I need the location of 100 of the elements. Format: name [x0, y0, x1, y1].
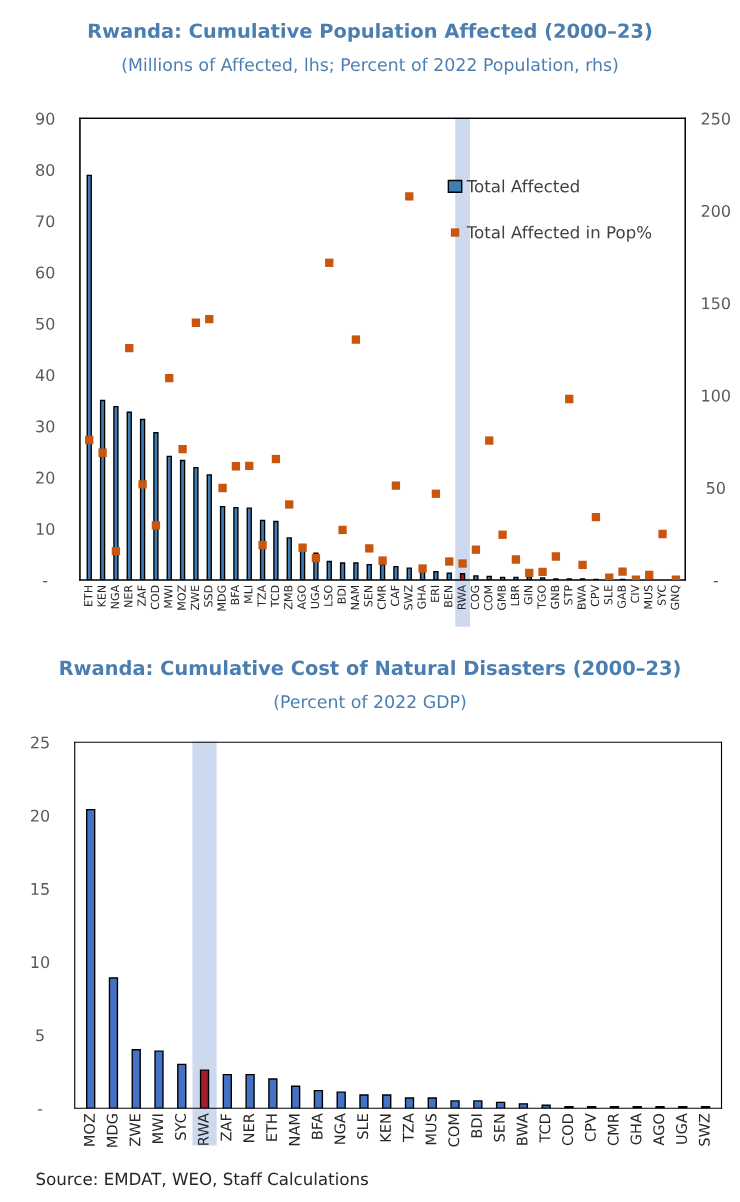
y-tick-label: -: [43, 581, 48, 583]
x-tick-label: MUS: [644, 585, 653, 609]
x-tick-label: MDG: [217, 585, 226, 611]
chart-title: Rwanda: Cumulative Cost of Natural Disasters (2000–23): [60, 660, 680, 678]
x-tick-label: NAM: [289, 1114, 300, 1146]
x-tick-label: MWI: [152, 1114, 164, 1143]
legend-label: Total Affected: [466, 179, 579, 193]
y-tick-label: 80: [36, 163, 55, 176]
x-tick-label: LBR: [510, 585, 519, 606]
x-tick-label: MLI: [244, 585, 253, 603]
x-tick-label: BWA: [577, 584, 586, 609]
x-tick-label: TZA: [402, 1113, 414, 1143]
x-tick-label: UGA: [310, 584, 320, 609]
x-tick-label: CPV: [590, 584, 600, 607]
chart-subtitle: (Percent of 2022 GDP): [274, 694, 466, 711]
x-tick-label: TGO: [537, 585, 546, 609]
x-tick-label: SEN: [493, 1114, 505, 1142]
x-tick-label: SWZ: [698, 1113, 710, 1146]
x-tick-label: SLE: [604, 585, 613, 605]
x-tick-label: GIN: [524, 585, 533, 605]
x-tick-label: MWI: [164, 585, 173, 608]
x-tick-label: COM: [484, 585, 493, 611]
y2-tick-label: 150: [702, 297, 730, 310]
y-tick-label: 5: [36, 1029, 44, 1042]
y-tick-label: -: [37, 1109, 43, 1111]
x-tick-label: ZAF: [137, 585, 146, 606]
y2-tick-label: 200: [701, 204, 730, 218]
x-tick-label: TCD: [270, 585, 280, 608]
x-tick-label: ZWE: [129, 1114, 141, 1147]
x-tick-label: SWZ: [404, 585, 413, 610]
x-tick-label: BFA: [230, 584, 239, 605]
x-tick-label: AGO: [653, 1113, 665, 1146]
x-tick-label: CAF: [390, 585, 400, 606]
y-tick-label: 15: [31, 883, 49, 895]
x-tick-label: ETH: [266, 1114, 277, 1141]
x-tick-label: MDG: [106, 1114, 118, 1147]
y-tick-label: 25: [31, 736, 49, 749]
x-tick-label: BFA: [311, 1113, 323, 1139]
x-tick-label: CMR: [607, 1113, 619, 1146]
x-tick-label: ZWE: [190, 585, 199, 610]
x-tick-label: BDI: [337, 585, 346, 604]
x-tick-label: GNQ: [670, 585, 681, 610]
x-tick-label: BDI: [471, 1114, 482, 1138]
y-tick-label: 10: [36, 522, 55, 535]
x-tick-label: SEN: [364, 585, 373, 607]
x-tick-label: NGA: [334, 1113, 346, 1144]
x-tick-label: TCD: [539, 1113, 551, 1143]
x-tick-label: NER: [243, 1113, 255, 1142]
x-tick-label: ZMB: [284, 585, 293, 610]
x-tick-label: SYC: [174, 1113, 187, 1140]
y-tick-label: 50: [36, 317, 55, 330]
x-tick-label: KEN: [380, 1114, 391, 1142]
x-tick-label: CIV: [630, 584, 640, 603]
x-tick-label: UGA: [675, 1113, 688, 1144]
y2-tick-label: -: [713, 581, 718, 583]
x-tick-label: ETH: [84, 585, 93, 606]
chart-subtitle: (Millions of Affected, lhs; Percent of 2022 Population, rhs): [122, 57, 618, 75]
x-tick-label: COM: [448, 1114, 460, 1147]
x-tick-label: CPV: [584, 1113, 596, 1142]
y2-tick-label: 250: [701, 112, 730, 125]
x-tick-label: NER: [124, 585, 133, 607]
source-note: Source: EMDAT, WEO, Staff Calculations: [36, 1172, 368, 1187]
x-tick-label: COG: [470, 585, 480, 610]
x-tick-label: GAB: [617, 585, 626, 609]
x-tick-label: MUS: [425, 1113, 437, 1145]
chart-title: Rwanda: Cumulative Population Affected (2000–23): [88, 23, 652, 42]
x-tick-label: GMB: [497, 585, 506, 611]
x-tick-label: RWA: [457, 584, 466, 609]
x-tick-label: SLE: [357, 1114, 369, 1139]
x-tick-label: BEN: [444, 585, 453, 607]
x-tick-label: GHA: [630, 1113, 642, 1145]
y-tick-label: 20: [31, 809, 50, 822]
x-tick-label: STP: [564, 585, 573, 605]
x-tick-label: AGO: [297, 585, 306, 610]
y-tick-label: 90: [36, 112, 55, 125]
y-tick-label: 20: [36, 471, 55, 484]
x-tick-label: TZA: [257, 584, 266, 607]
x-tick-label: NGA: [110, 584, 120, 609]
y-tick-label: 70: [36, 215, 55, 228]
x-tick-label: CMR: [377, 585, 386, 610]
y-tick-label: 40: [35, 369, 55, 382]
y2-tick-label: 100: [702, 389, 730, 402]
x-tick-label: RWA: [197, 1113, 209, 1145]
x-tick-label: COD: [150, 585, 160, 610]
x-tick-label: KEN: [97, 585, 106, 607]
x-tick-label: COD: [562, 1113, 574, 1146]
x-tick-label: MOZ: [83, 1113, 95, 1146]
x-tick-label: LSO: [324, 585, 333, 606]
x-tick-label: BWA: [516, 1113, 528, 1145]
x-tick-label: SSD: [204, 585, 213, 607]
y-tick-label: 60: [36, 266, 55, 279]
x-tick-label: GHA: [417, 584, 426, 609]
legend-label: Total Affected in Pop%: [466, 225, 652, 242]
x-tick-label: MOZ: [177, 585, 186, 610]
y-tick-label: 10: [31, 956, 50, 969]
y2-tick-label: 50: [706, 481, 725, 494]
x-tick-label: NAM: [350, 585, 359, 610]
y-tick-label: 30: [36, 420, 55, 433]
x-tick-label: SYC: [657, 585, 666, 606]
x-tick-label: ERI: [430, 585, 439, 602]
